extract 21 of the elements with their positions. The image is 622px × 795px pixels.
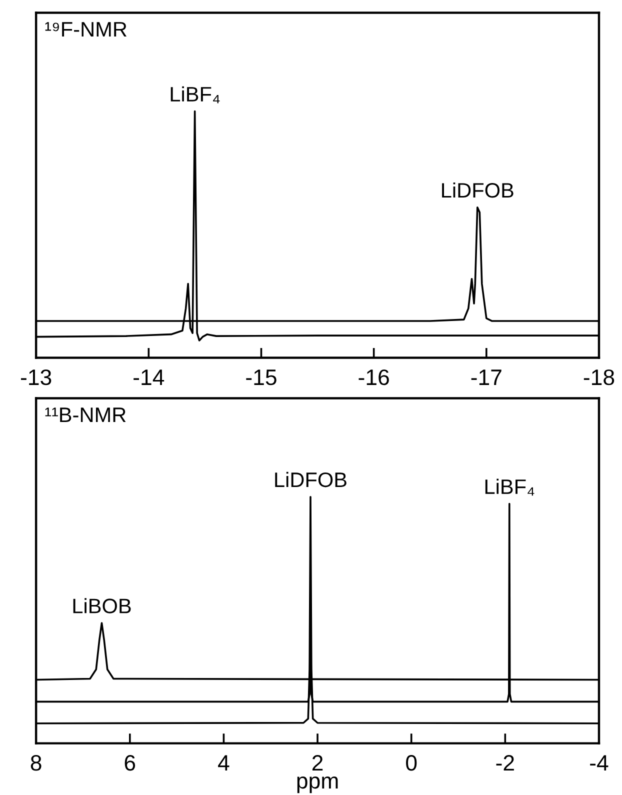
x-axis-title: ppm (297, 776, 338, 794)
x-tick-label: 6 (124, 755, 136, 771)
x-tick-label: -18 (584, 369, 614, 386)
x-tick-label: -13 (21, 369, 52, 386)
annotation: LiBOB (73, 598, 131, 614)
chart-title: ¹⁹F-NMR (45, 22, 127, 36)
annotation: LiBF₄ (485, 478, 534, 496)
annotation: LiDFOB (275, 472, 346, 488)
annotation: LiDFOB (442, 182, 514, 198)
x-tick-label: 0 (406, 755, 417, 771)
x-tick-label: 4 (218, 755, 230, 771)
x-tick-label: -15 (246, 370, 276, 386)
x-tick-label: -2 (496, 755, 514, 771)
x-tick-label: -16 (358, 369, 389, 386)
x-tick-label: 8 (30, 755, 42, 771)
x-tick-label: -17 (471, 370, 502, 385)
annotation: LiBF₄ (170, 86, 220, 104)
x-tick-label: 2 (312, 755, 323, 771)
chart-title: ¹¹B-NMR (45, 408, 126, 422)
x-tick-label: -14 (134, 370, 164, 385)
x-tick-label: -4 (590, 755, 608, 771)
